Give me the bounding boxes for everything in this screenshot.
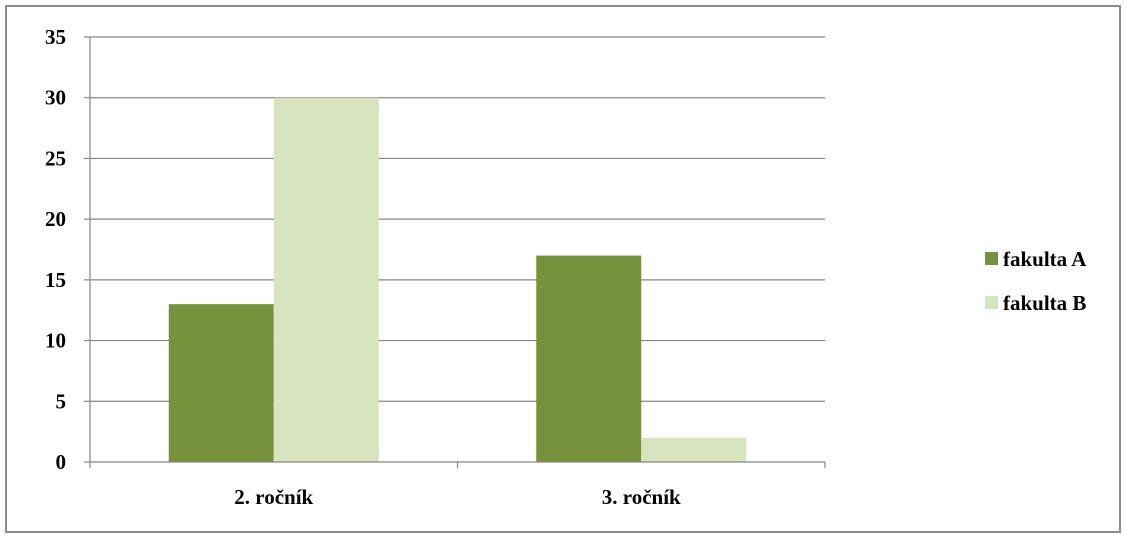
y-tick-labels: 0 5 10 15 20 25 30 35 [45,25,66,474]
y-tick-label: 15 [45,268,66,292]
y-tick-label: 30 [45,86,66,110]
y-tick-label: 35 [45,25,66,49]
legend-label: fakulta A [1003,247,1087,271]
bar [641,437,747,462]
x-tick-label: 3. ročník [602,485,681,509]
bar [273,97,379,462]
bar [536,255,642,462]
y-tick-label: 5 [56,389,67,413]
x-tick-label: 2. ročník [234,485,313,509]
bar [168,304,274,462]
y-tick-label: 0 [56,450,67,474]
y-tick-label: 10 [45,329,66,353]
legend-label: fakulta B [1003,291,1086,315]
x-tick-labels: 2. ročník 3. ročník [234,485,681,509]
y-tick-label: 25 [45,146,66,170]
bars [168,97,747,462]
y-tick-label: 20 [45,207,66,231]
legend: fakulta A fakulta B [985,247,1087,315]
legend-swatch [985,296,998,309]
legend-swatch [985,252,998,265]
axes [84,36,826,468]
